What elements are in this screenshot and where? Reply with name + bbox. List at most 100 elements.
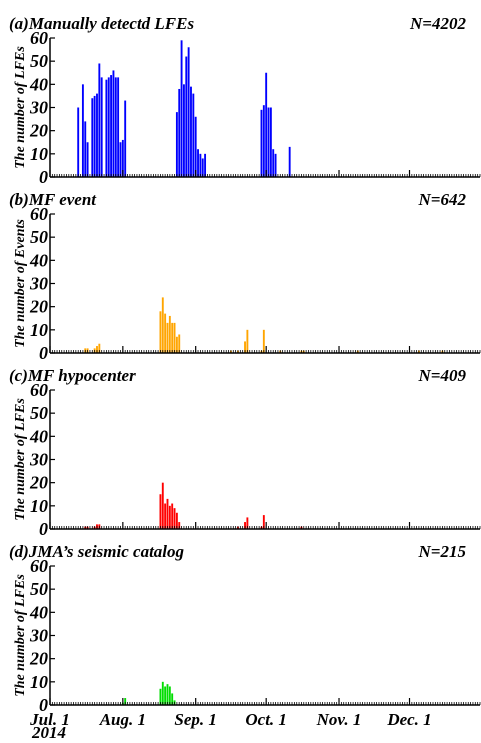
panel-title: (c)MF hypocenter [9, 366, 136, 385]
bar [93, 95, 96, 177]
x-tick-label: Dec. 1 [386, 710, 431, 729]
y-tick-label: 10 [30, 320, 48, 340]
panel-title: (d)JMA’s seismic catalog [9, 542, 185, 561]
bar [204, 153, 207, 177]
y-tick-label: 50 [30, 403, 48, 423]
bar [98, 63, 101, 178]
bar [185, 56, 188, 177]
bar [199, 153, 202, 177]
bar [161, 482, 164, 529]
x-tick-label: Oct. 1 [245, 710, 287, 729]
bar [159, 311, 162, 353]
x-tick-label: Nov. 1 [316, 710, 362, 729]
bar [265, 72, 268, 177]
y-tick-label: 0 [39, 343, 48, 363]
bar [197, 149, 199, 177]
y-tick-label: 40 [29, 426, 48, 446]
bar [244, 522, 246, 529]
bar [164, 503, 167, 529]
bar [114, 77, 117, 177]
y-tick-label: 60 [30, 556, 48, 576]
y-tick-label: 60 [30, 28, 48, 48]
bar [161, 297, 164, 353]
bar [105, 79, 108, 177]
bar [175, 112, 178, 177]
y-axis-label: The number of LFEs [13, 574, 28, 697]
y-tick-label: 20 [29, 121, 48, 141]
bar [112, 70, 115, 177]
y-axis-label: The number of LFEs [13, 398, 28, 521]
panel-1: 0 10 20 30 40 50 60(b)MF event N=642 The number … [9, 190, 481, 363]
bar [201, 158, 204, 177]
y-tick-label: 40 [29, 250, 48, 270]
panel-2: 0 10 20 30 40 50 60(c)MF hypocenter N=409 The nu… [9, 366, 481, 539]
bar [180, 40, 183, 177]
bar [166, 322, 169, 353]
y-tick-label: 30 [29, 450, 48, 470]
bar [274, 153, 277, 177]
y-tick-label: 50 [30, 579, 48, 599]
bar [262, 515, 265, 529]
y-tick-label: 60 [30, 204, 48, 224]
panel-3: 0 10 20 30 40 50 60(d)JMA’s seismic catalog N=2… [9, 542, 481, 715]
bar [91, 98, 94, 177]
y-tick-label: 0 [39, 519, 48, 539]
bar [168, 505, 171, 529]
bar [175, 336, 178, 353]
panel-title: (b)MF event [9, 190, 97, 209]
x-axis-labels: Jul. 1 Aug. 1 Sep. 1 Oct. 1 Nov. 1 Dec. 1 2014 [29, 710, 432, 742]
bar [262, 105, 265, 177]
bar [173, 322, 176, 353]
y-tick-label: 20 [29, 297, 48, 317]
bar [171, 503, 174, 529]
y-tick-label: 10 [30, 144, 48, 164]
bar [107, 77, 110, 177]
bar [96, 93, 98, 177]
y-tick-label: 30 [29, 274, 48, 294]
bar [244, 341, 246, 353]
y-tick-label: 20 [29, 649, 48, 669]
event-count-label: N=215 [418, 542, 467, 561]
bar [161, 681, 164, 705]
bar [194, 116, 197, 177]
bar [269, 107, 272, 177]
x-tick-label: Jul. 1 [29, 710, 70, 729]
x-tick-label: Sep. 1 [174, 710, 217, 729]
bar [168, 315, 171, 353]
bar [262, 329, 265, 353]
bar [159, 688, 162, 705]
y-tick-label: 10 [30, 496, 48, 516]
bar [288, 146, 291, 177]
bar [173, 508, 176, 529]
bar [121, 139, 124, 177]
bar [166, 498, 169, 529]
bar [159, 494, 162, 529]
bar [124, 698, 127, 705]
x-tick-label: Aug. 1 [99, 710, 146, 729]
bar [110, 75, 113, 177]
bar [84, 121, 87, 177]
y-tick-label: 40 [29, 74, 48, 94]
bar [171, 693, 174, 705]
bar [171, 322, 174, 353]
y-tick-label: 20 [29, 473, 48, 493]
bar [166, 684, 169, 705]
event-count-label: N=642 [418, 190, 467, 209]
bar [100, 77, 103, 177]
bar [260, 109, 263, 177]
bar [187, 47, 190, 177]
y-tick-label: 0 [39, 695, 48, 715]
bar [190, 86, 192, 177]
bar [164, 313, 167, 353]
bar [175, 512, 178, 529]
event-count-label: N=409 [418, 366, 467, 385]
panel-0: 0 10 20 30 40 50 60(a)Manually detectd LFEs N=4… [9, 14, 481, 187]
bar [178, 334, 181, 353]
bar [98, 343, 101, 353]
bar [246, 329, 249, 353]
bar [272, 149, 275, 177]
bar [192, 93, 195, 177]
y-axis-label: The number of Events [13, 219, 28, 348]
bar [117, 77, 120, 177]
